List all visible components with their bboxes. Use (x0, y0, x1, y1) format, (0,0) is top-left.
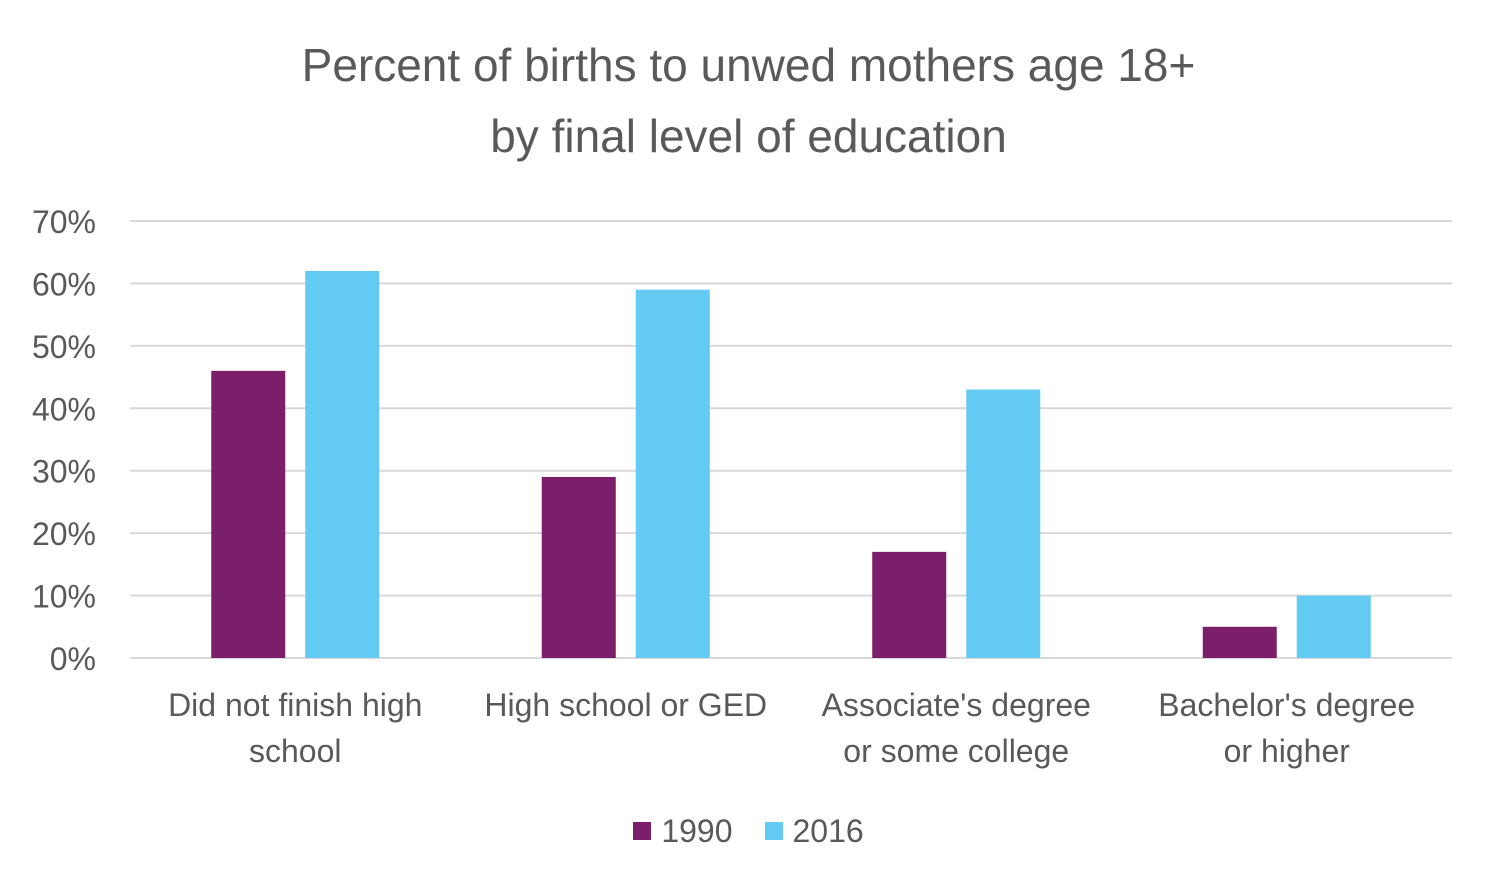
x-category-label-line: Bachelor's degree (1158, 687, 1415, 723)
y-tick-label-30: 30% (32, 454, 96, 490)
bar-2016-cat-0 (305, 270, 380, 658)
x-category-label-line: Associate's degree (822, 687, 1091, 723)
bar-2016-cat-1 (635, 289, 710, 658)
y-tick-label-10: 10% (32, 579, 96, 615)
y-tick-label-0: 0% (50, 641, 96, 677)
x-category-label-0: Did not finish high school (168, 687, 422, 769)
x-category-label-line: High school or GED (484, 687, 767, 723)
legend-label-2016: 2016 (792, 813, 864, 849)
legend-item-2016: 2016 (764, 813, 864, 849)
y-tick-label-70: 70% (32, 204, 96, 240)
y-tick-label-20: 20% (32, 516, 96, 552)
bar-1990-cat-2 (872, 551, 947, 658)
y-tick-label-60: 60% (32, 266, 96, 302)
legend-swatch-2016 (764, 822, 783, 840)
bar-2016-cat-2 (966, 389, 1041, 658)
x-category-label-line: Did not finish high (168, 687, 422, 723)
legend-item-1990: 1990 (633, 813, 733, 849)
y-tick-label-40: 40% (32, 391, 96, 427)
y-tick-label-50: 50% (32, 329, 96, 365)
y-axis-tick-labels: 0% 10% 20% 30% 40% 50% 60% 70% (32, 204, 96, 677)
bar-1990-cat-3 (1202, 626, 1277, 658)
bars (211, 270, 1371, 658)
legend-swatch-1990 (633, 822, 652, 840)
x-category-label-2: Associate's degree or some college (822, 687, 1091, 769)
bar-1990-cat-0 (211, 370, 286, 658)
x-category-label-line: or some college (843, 733, 1069, 769)
chart-title-line-2: by final level of education (490, 110, 1007, 162)
x-axis-category-labels: Did not finish high school High school or … (168, 687, 1415, 769)
bar-2016-cat-3 (1296, 595, 1371, 658)
legend: 1990 2016 (0, 815, 1497, 847)
x-category-label-line: school (249, 733, 342, 769)
x-category-label-1: High school or GED (484, 687, 767, 723)
x-category-label-line: or higher (1224, 733, 1351, 769)
x-category-label-3: Bachelor's degree or higher (1158, 687, 1415, 769)
chart-title-line-1: Percent of births to unwed mothers age 1… (301, 39, 1196, 91)
legend-label-1990: 1990 (661, 813, 733, 849)
bar-1990-cat-1 (541, 476, 616, 658)
